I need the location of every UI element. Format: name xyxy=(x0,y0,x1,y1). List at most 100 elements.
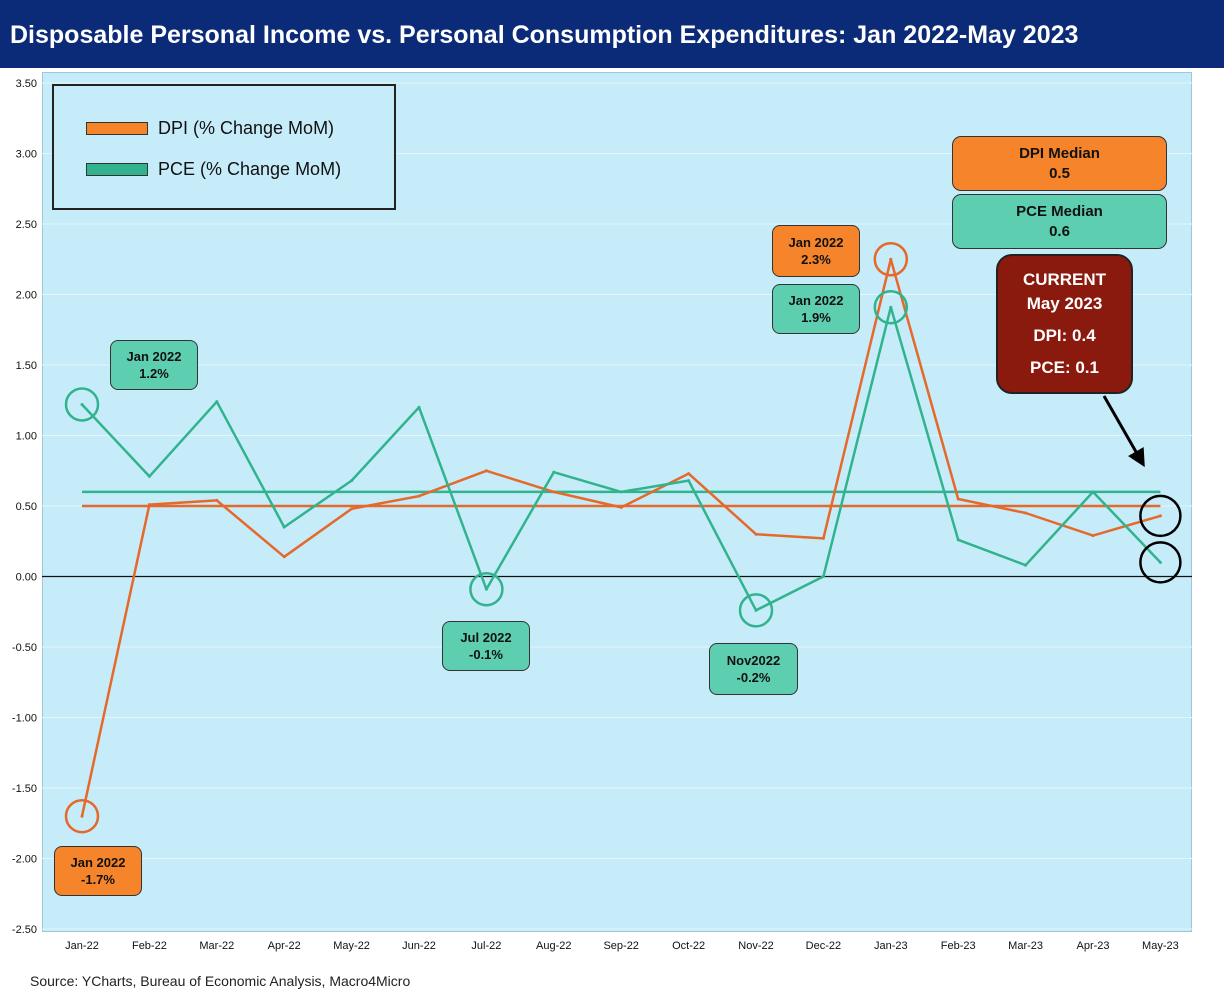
y-tick-label: -1.00 xyxy=(12,713,37,725)
pce-highlight-circle xyxy=(873,289,909,325)
callout-dpi-jan22-date: Jan 2022 xyxy=(70,855,126,870)
dpi-data-point xyxy=(80,814,84,818)
callout-pce-jan23-value: 1.9% xyxy=(801,310,831,325)
callout-pce-nov22: Nov2022 -0.2% xyxy=(709,643,798,695)
x-tick-label: Feb-22 xyxy=(132,940,167,952)
dpi-data-point xyxy=(215,498,219,502)
current-arrow xyxy=(1102,395,1145,468)
dpi-highlight-circle xyxy=(873,242,909,277)
y-tick-label: 2.50 xyxy=(16,219,37,231)
callout-pce-jul22: Jul 2022 -0.1% xyxy=(442,621,530,671)
current-month: May 2023 xyxy=(1026,294,1103,313)
callout-pce-jan22: Jan 2022 1.2% xyxy=(110,340,198,390)
current-values-box: CURRENT May 2023 DPI: 0.4 PCE: 0.1 xyxy=(996,254,1133,394)
pce-data-point xyxy=(1158,560,1162,564)
pce-data-point xyxy=(889,305,893,309)
dpi-data-point xyxy=(147,503,151,507)
dpi-data-point xyxy=(821,536,825,540)
dpi-data-point xyxy=(619,505,623,509)
dpi-data-point xyxy=(417,494,421,498)
legend-item-dpi: DPI (% Change MoM) xyxy=(86,116,334,140)
pce-data-point xyxy=(619,490,623,494)
x-tick-label: Dec-22 xyxy=(806,940,841,952)
pce-data-point xyxy=(215,400,219,404)
callout-dpi-jan22-value: -1.7% xyxy=(81,872,115,887)
y-tick-label: -2.00 xyxy=(12,854,37,866)
legend-swatch-dpi xyxy=(86,121,148,135)
y-tick-label: 0.00 xyxy=(16,572,37,584)
x-tick-label: Aug-22 xyxy=(536,940,571,952)
dpi-median-value: 0.5 xyxy=(1049,164,1070,182)
x-tick-label: Oct-22 xyxy=(672,940,705,952)
callout-dpi-jan23-value: 2.3% xyxy=(801,252,831,267)
y-tick-label: 3.50 xyxy=(16,78,37,90)
pce-median-label: PCE Median xyxy=(1016,202,1103,220)
x-tick-label: Feb-23 xyxy=(941,940,976,952)
y-tick-label: 1.00 xyxy=(16,431,37,443)
callout-pce-nov22-value: -0.2% xyxy=(736,670,771,685)
dpi-data-point xyxy=(1024,511,1028,515)
dpi-data-point xyxy=(282,555,286,559)
y-tick-label: -1.50 xyxy=(12,783,37,795)
x-tick-label: Apr-23 xyxy=(1076,940,1109,952)
y-tick-label: -2.50 xyxy=(12,924,37,936)
pce-data-point xyxy=(282,525,286,529)
pce-data-point xyxy=(1091,490,1095,494)
dpi-data-point xyxy=(350,507,354,511)
dpi-data-point xyxy=(484,469,488,473)
x-tick-label: Jan-23 xyxy=(874,940,908,952)
dpi-data-point xyxy=(889,257,893,261)
x-tick-label: Jul-22 xyxy=(471,940,501,952)
x-tick-label: Jun-22 xyxy=(402,940,436,952)
y-tick-label: -0.50 xyxy=(12,642,37,654)
callout-dpi-jan22: Jan 2022 -1.7% xyxy=(54,846,142,896)
pce-data-point xyxy=(350,479,354,483)
dpi-data-point xyxy=(1091,534,1095,538)
pce-data-point xyxy=(552,470,556,474)
pce-data-point xyxy=(821,575,825,578)
source-note: Source: YCharts, Bureau of Economic Anal… xyxy=(30,973,411,989)
x-tick-label: May-22 xyxy=(333,940,370,952)
pce-highlight-circle xyxy=(469,571,504,607)
dpi-data-point xyxy=(1158,514,1162,518)
callout-pce-jan22-date: Jan 2022 xyxy=(126,349,182,364)
legend-label-pce: PCE (% Change MoM) xyxy=(158,158,342,179)
callout-dpi-jan23: Jan 2022 2.3% xyxy=(772,225,860,277)
pce-highlight-circle xyxy=(738,593,774,628)
pce-data-point xyxy=(1024,563,1028,567)
pce-median-value: 0.6 xyxy=(1049,222,1070,240)
x-tick-label: Nov-22 xyxy=(738,940,773,952)
x-tick-label: Mar-23 xyxy=(1008,940,1043,952)
callout-pce-jan22-value: 1.2% xyxy=(139,366,169,381)
pce-data-point xyxy=(754,608,758,612)
y-tick-label: 0.50 xyxy=(16,501,37,513)
dpi-highlight-circle xyxy=(1139,494,1182,538)
pce-data-point xyxy=(417,405,421,409)
pce-highlight-circle xyxy=(1139,541,1182,584)
dpi-data-point xyxy=(956,497,960,501)
dpi-highlight-circle xyxy=(64,798,100,834)
x-tick-label: Jan-22 xyxy=(65,940,99,952)
callout-pce-nov22-date: Nov2022 xyxy=(726,653,781,668)
callout-pce-jul22-date: Jul 2022 xyxy=(460,630,512,645)
pce-data-point xyxy=(687,479,691,483)
y-tick-label: 2.00 xyxy=(16,290,37,302)
callout-dpi-jan23-date: Jan 2022 xyxy=(788,235,844,250)
current-label: CURRENT xyxy=(1022,270,1107,289)
pce-data-point xyxy=(80,402,84,406)
current-pce: PCE: 0.1 xyxy=(1030,358,1099,377)
pce-highlight-circle xyxy=(64,387,100,422)
callout-pce-jan23-date: Jan 2022 xyxy=(788,293,844,308)
pce-data-point xyxy=(956,538,960,542)
legend: DPI (% Change MoM) PCE (% Change MoM) xyxy=(52,84,396,210)
legend-item-pce: PCE (% Change MoM) xyxy=(86,157,341,181)
dpi-data-point xyxy=(754,532,758,536)
legend-label-dpi: DPI (% Change MoM) xyxy=(158,117,335,138)
x-tick-label: Sep-22 xyxy=(603,940,638,952)
y-tick-label: 1.50 xyxy=(16,360,37,372)
dpi-median-label: DPI Median xyxy=(1019,144,1100,162)
pce-median-box: PCE Median 0.6 xyxy=(952,194,1167,249)
callout-pce-jan23: Jan 2022 1.9% xyxy=(772,284,860,334)
dpi-median-box: DPI Median 0.5 xyxy=(952,136,1167,191)
pce-data-point xyxy=(147,474,151,478)
